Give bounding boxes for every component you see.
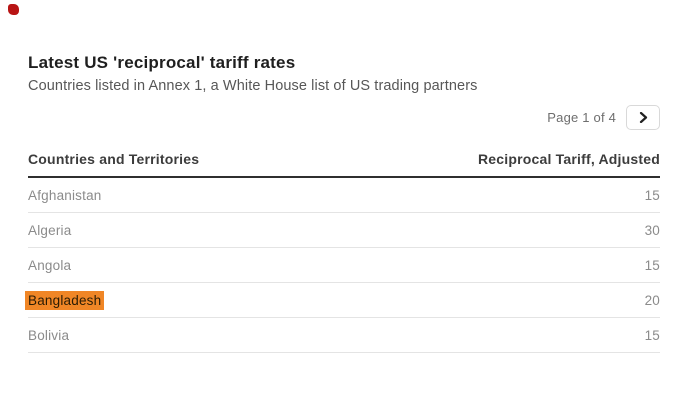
country-name: Angola (28, 257, 72, 273)
red-annotation-marker (8, 4, 19, 15)
page-indicator: Page 1 of 4 (547, 110, 616, 125)
table-row: Bolivia 15 (28, 318, 660, 353)
table-row: Angola 15 (28, 248, 660, 283)
country-name: Afghanistan (28, 187, 102, 203)
country-name: Bolivia (28, 327, 70, 343)
tariff-value: 15 (644, 327, 660, 343)
column-header-countries: Countries and Territories (28, 151, 200, 167)
page-subtitle: Countries listed in Annex 1, a White Hou… (28, 78, 478, 94)
tariff-table: Countries and Territories Reciprocal Tar… (25, 151, 660, 353)
tariff-value: 30 (644, 222, 660, 238)
next-page-button[interactable] (626, 105, 660, 130)
tariff-value: 15 (644, 257, 660, 273)
table-header-row: Countries and Territories Reciprocal Tar… (28, 151, 660, 178)
pagination-bar: Page 1 of 4 (28, 105, 660, 130)
table-row: Bangladesh 20 (25, 283, 660, 318)
country-name-highlighted: Bangladesh (25, 290, 105, 310)
tariff-value: 20 (644, 292, 660, 308)
chevron-right-icon (638, 112, 649, 123)
country-name: Algeria (28, 222, 72, 238)
column-header-tariff: Reciprocal Tariff, Adjusted (478, 151, 660, 167)
content-area: Latest US 'reciprocal' tariff rates Coun… (25, 0, 660, 353)
table-row: Algeria 30 (28, 213, 660, 248)
page-title: Latest US 'reciprocal' tariff rates (28, 53, 296, 72)
table-row: Afghanistan 15 (28, 178, 660, 213)
tariff-value: 15 (644, 187, 660, 203)
